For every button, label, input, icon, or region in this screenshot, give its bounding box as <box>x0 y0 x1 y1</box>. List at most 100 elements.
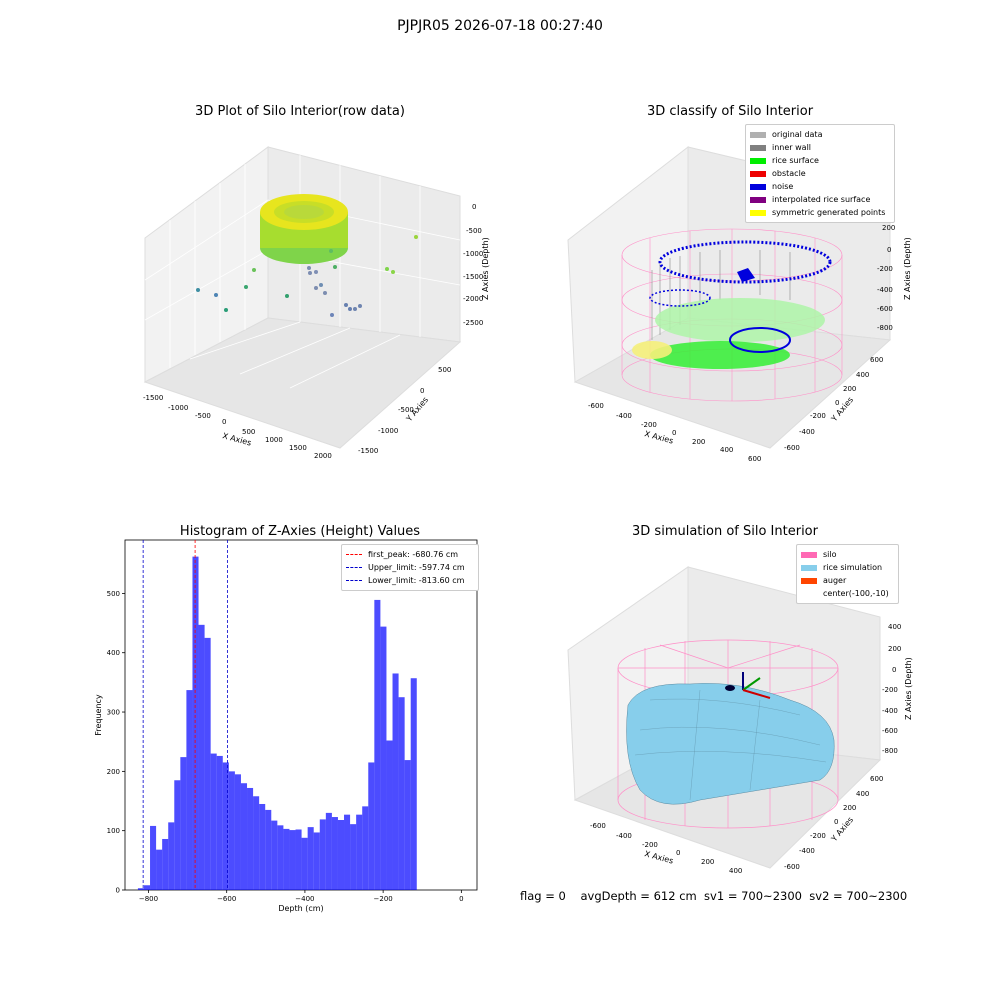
svg-text:200: 200 <box>888 645 901 653</box>
legend-item-rice-surface: rice surface <box>750 154 890 167</box>
histogram-bar <box>362 806 369 890</box>
histogram-bar <box>356 814 363 890</box>
histogram-bar <box>404 760 411 890</box>
simulation-z-axis-label: Z Axies (Depth) <box>904 657 913 720</box>
svg-text:0: 0 <box>892 666 896 674</box>
simulation-z-ticks: 400 200 0 -200 -400 -600 -800 <box>882 623 901 755</box>
svg-text:0: 0 <box>472 203 476 211</box>
histogram-bar <box>234 774 241 890</box>
y-tick-label: 200 <box>107 768 120 776</box>
classify-plot-title: 3D classify of Silo Interior <box>646 104 814 119</box>
legend-item-obstacle: obstacle <box>750 167 890 180</box>
histogram-bar <box>228 771 235 890</box>
histogram-bar <box>247 787 254 890</box>
histogram-bar <box>180 757 187 890</box>
legend-swatch <box>750 157 766 164</box>
simulation-x-axis-label: X Axies <box>643 849 674 865</box>
svg-text:1500: 1500 <box>289 444 307 452</box>
legend-item-rice-simulation: rice simulation <box>801 561 894 574</box>
histogram-bar <box>271 820 278 890</box>
svg-text:0: 0 <box>676 849 680 857</box>
summary-footer: flag = 0 avgDepth = 612 cm sv1 = 700~230… <box>520 889 908 903</box>
simulation-3d-plot: 400 200 0 -200 -400 -600 -800 -600 -400 … <box>567 566 913 875</box>
x-tick-label: −400 <box>295 895 314 903</box>
svg-text:-2500: -2500 <box>463 319 483 327</box>
svg-text:-1000: -1000 <box>168 404 188 412</box>
histogram-bar <box>253 796 260 890</box>
legend-swatch <box>801 577 817 584</box>
classify-rice-surface <box>655 298 825 342</box>
legend-swatch <box>750 209 766 216</box>
histogram-bar <box>259 803 266 890</box>
histogram-bar <box>289 830 296 890</box>
svg-text:2000: 2000 <box>314 452 332 460</box>
svg-text:1000: 1000 <box>265 436 283 444</box>
histogram-bar <box>240 783 248 890</box>
classify-noise-ring <box>658 240 832 284</box>
histogram-bar <box>295 829 302 890</box>
simulation-y-axis-label: Y Axies <box>829 815 855 844</box>
histogram-bar <box>325 812 332 890</box>
svg-text:-600: -600 <box>784 444 800 452</box>
svg-text:-400: -400 <box>799 428 815 436</box>
histogram-bar <box>368 762 375 890</box>
svg-text:400: 400 <box>888 623 901 631</box>
svg-text:-500: -500 <box>466 227 482 235</box>
y-tick-label: 100 <box>107 827 120 835</box>
svg-text:-500: -500 <box>398 406 414 414</box>
svg-text:-400: -400 <box>799 847 815 855</box>
histogram-bar <box>350 824 357 890</box>
svg-text:-200: -200 <box>882 686 898 694</box>
histogram-x-ticks: −800 −600 −400 −200 0 <box>139 890 464 903</box>
raw-plot-title: 3D Plot of Silo Interior(row data) <box>195 104 405 119</box>
svg-text:-400: -400 <box>616 412 632 420</box>
histogram-bar <box>337 820 345 890</box>
svg-text:-500: -500 <box>195 412 211 420</box>
histogram-bar <box>283 828 290 890</box>
histogram-bar <box>186 690 193 890</box>
svg-text:-1500: -1500 <box>463 273 483 281</box>
classify-z-axis-label: Z Axies (Depth) <box>903 237 912 300</box>
histogram-bar <box>313 832 320 890</box>
svg-text:-400: -400 <box>882 707 898 715</box>
histogram-bar <box>174 780 181 890</box>
raw-3d-plot: 0 -500 -1000 -1500 -2000 -2500 -1500 -10… <box>143 146 490 460</box>
histogram-bar <box>204 637 211 890</box>
figure-title: PJPJR05 2026-07-18 00:27:40 <box>397 18 603 34</box>
histogram-bar <box>156 849 163 890</box>
svg-text:-200: -200 <box>810 832 826 840</box>
legend-item-first-peak: first_peak: -680.76 cm <box>346 548 474 561</box>
histogram-y-ticks: 0 100 200 300 400 500 <box>107 590 125 895</box>
classify-z-ticks: 200 0 -200 -400 -600 -800 <box>877 224 895 332</box>
svg-text:-1500: -1500 <box>143 394 163 402</box>
svg-text:-600: -600 <box>882 727 898 735</box>
raw-x-ticks: -1500 -1000 -500 0 500 1000 1500 2000 <box>143 394 332 460</box>
histogram-bar <box>222 762 229 890</box>
svg-text:200: 200 <box>843 804 856 812</box>
svg-text:0: 0 <box>672 429 676 437</box>
legend-swatch <box>750 170 766 177</box>
svg-text:400: 400 <box>720 446 733 454</box>
raw-grid <box>144 155 461 389</box>
svg-text:0: 0 <box>222 418 226 426</box>
histogram-bar <box>150 825 157 890</box>
raw-floor-pane <box>143 317 462 449</box>
raw-y-ticks: 500 0 -500 -1000 -1500 <box>358 366 451 455</box>
legend-swatch <box>801 590 817 597</box>
raw-z-ticks: 0 -500 -1000 -1500 -2000 -2500 <box>463 203 483 327</box>
legend-item-silo: silo <box>801 548 894 561</box>
svg-text:-600: -600 <box>590 822 606 830</box>
raw-noise-points <box>196 235 418 317</box>
histogram-bar <box>301 837 308 890</box>
legend-item-noise: noise <box>750 180 890 193</box>
legend-swatch <box>801 551 817 558</box>
histogram-bar <box>331 817 338 890</box>
histogram-bar <box>137 888 144 890</box>
histogram-bar <box>277 825 284 890</box>
svg-text:-200: -200 <box>641 421 657 429</box>
histogram-bar <box>398 697 405 890</box>
classify-symmetric-points <box>632 341 672 359</box>
svg-text:0: 0 <box>834 818 838 826</box>
svg-text:500: 500 <box>242 428 255 436</box>
classify-x-ticks: -600 -400 -200 0 200 400 600 <box>588 402 761 463</box>
